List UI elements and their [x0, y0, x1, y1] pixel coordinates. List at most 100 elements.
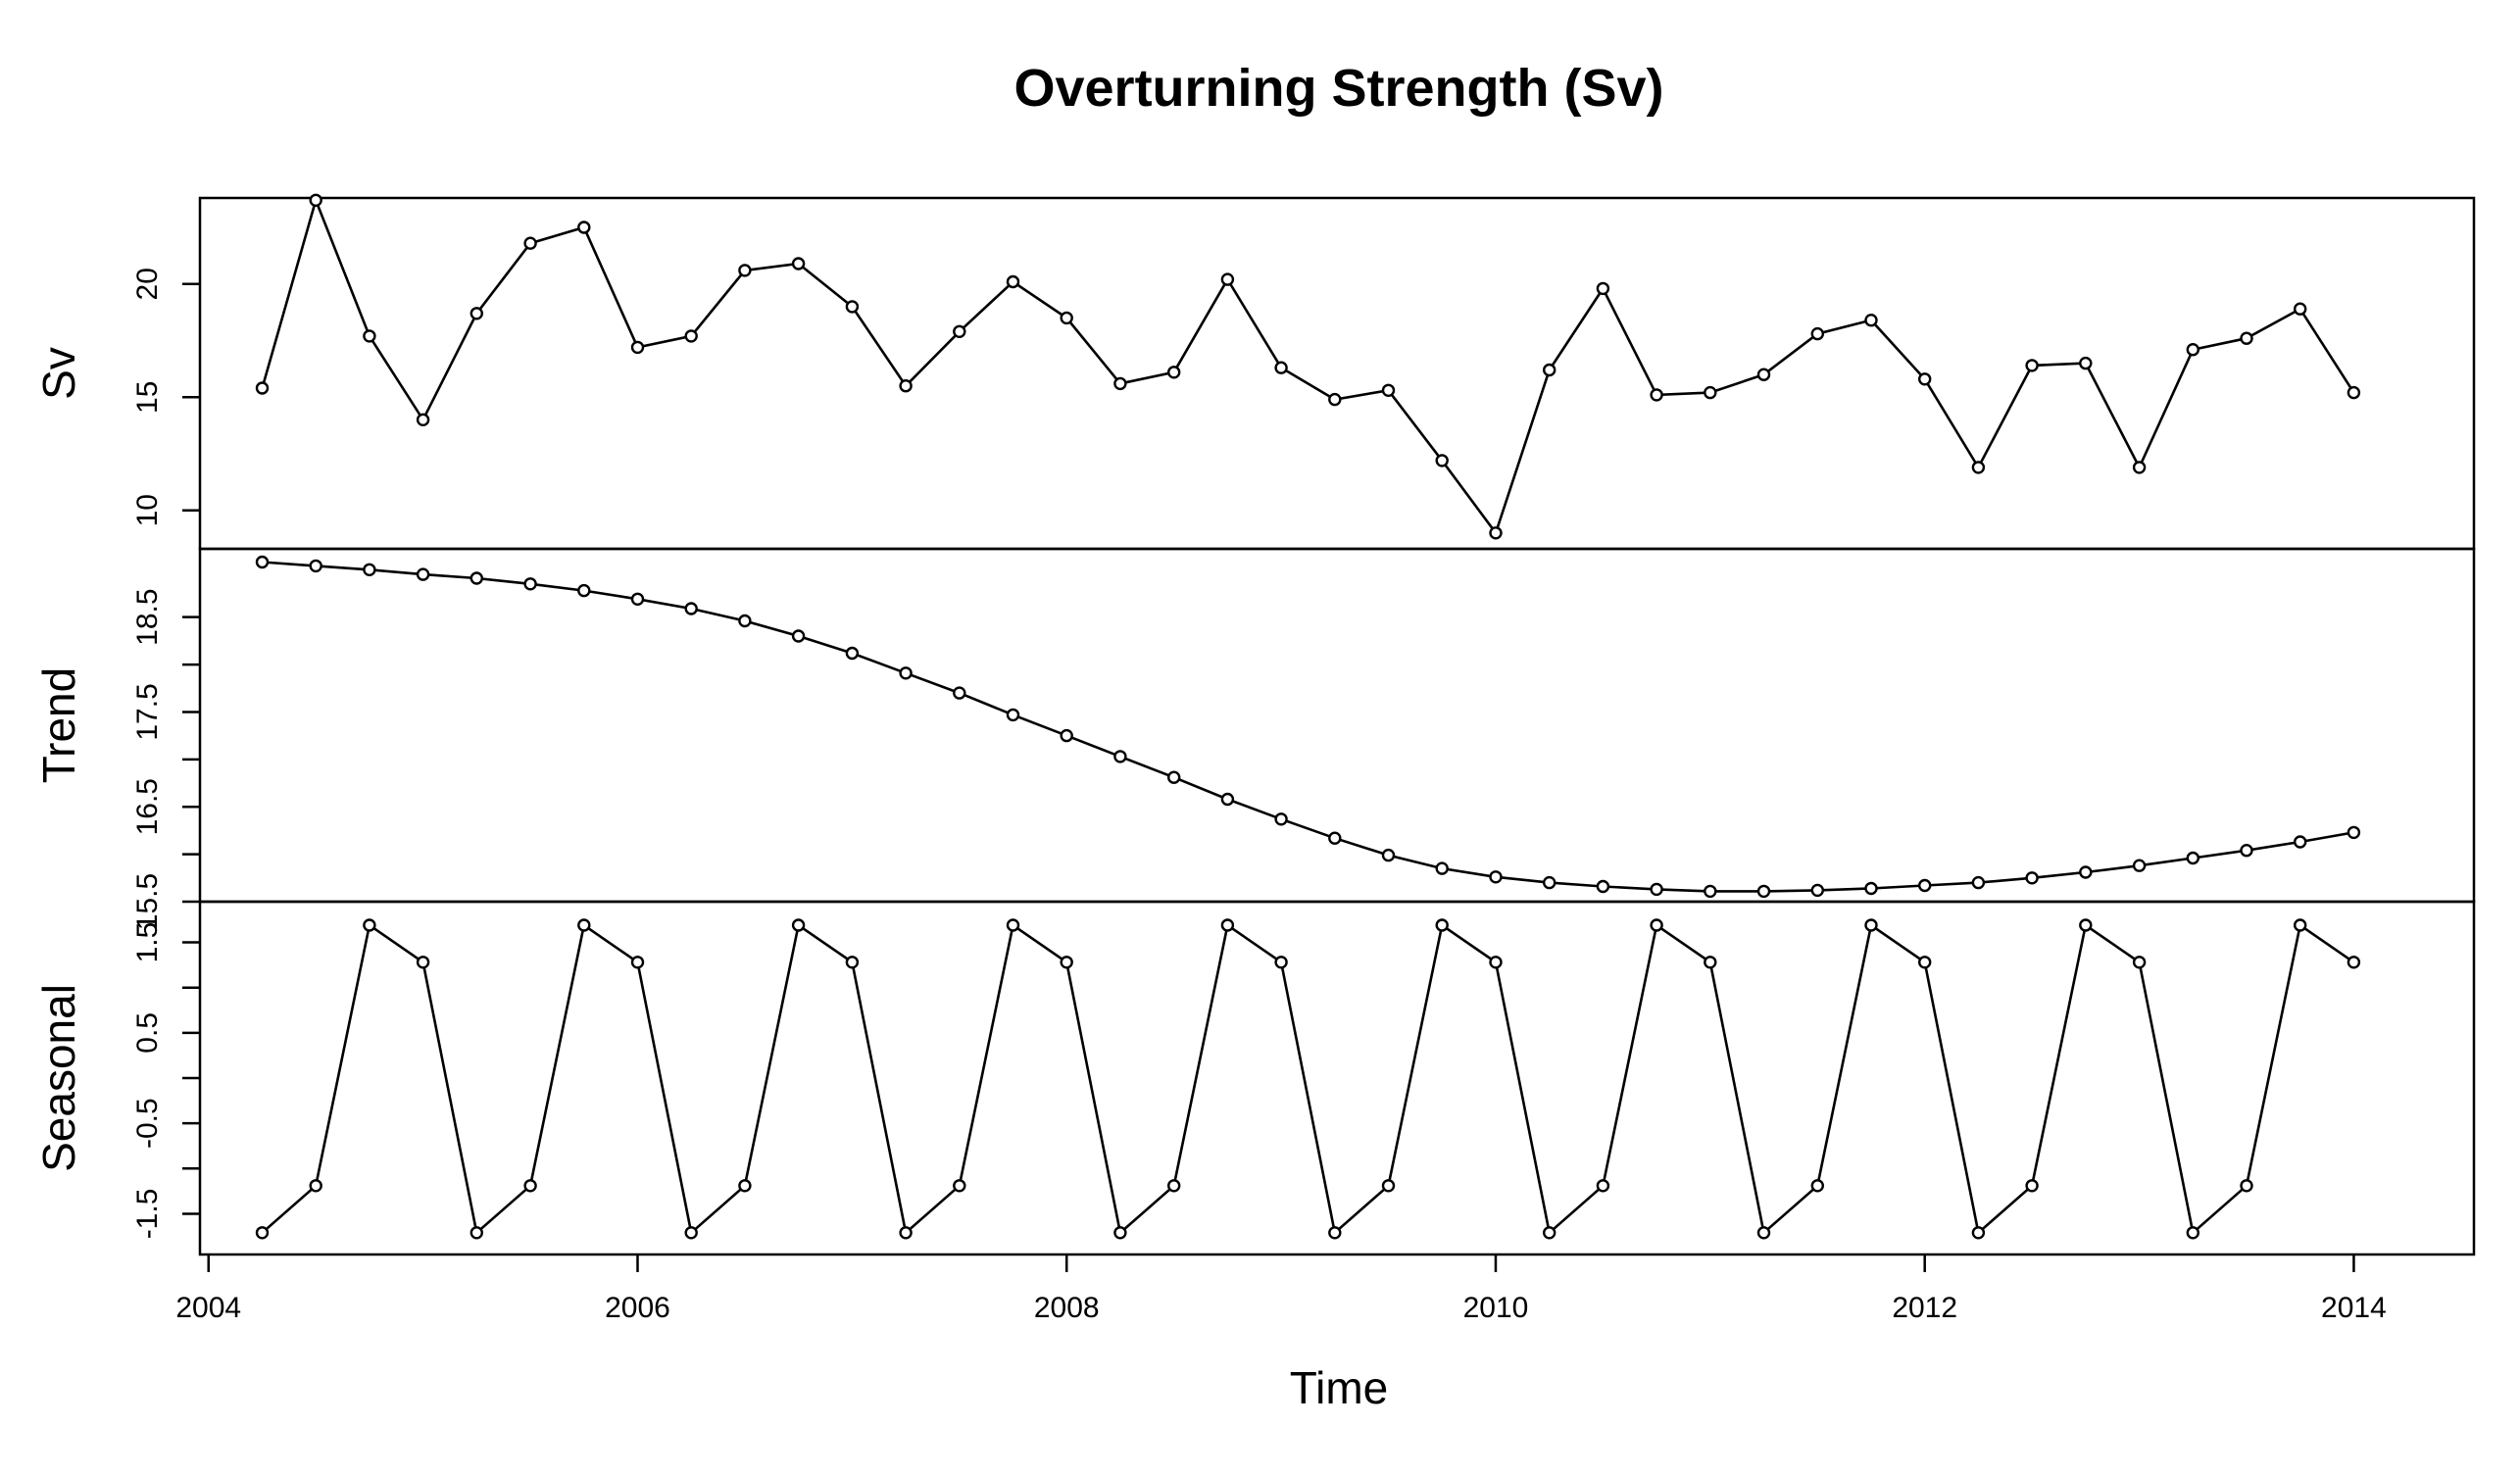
data-point [1756, 884, 1771, 899]
data-point [953, 686, 966, 700]
panel-trend: Trend 15.5 16.5 17.5 18.5 [33, 547, 2476, 930]
data-point [1220, 792, 1235, 807]
y-axis-title: Seasonal [33, 984, 84, 1172]
data-point [791, 257, 806, 270]
data-point [630, 956, 645, 969]
data-point [1596, 281, 1610, 296]
data-point [255, 1226, 270, 1240]
data-point [469, 1226, 483, 1240]
data-point [1113, 750, 1127, 763]
y-tick-label: 20 [131, 268, 164, 300]
data-point [309, 559, 322, 573]
data-point [1864, 918, 1878, 932]
data-point [2293, 918, 2307, 932]
panel-sv: Sv 10 15 20 [33, 193, 2476, 551]
data-point [1542, 875, 1556, 890]
data-point [1220, 918, 1235, 932]
data-point [684, 329, 698, 343]
data-point [1435, 454, 1449, 467]
data-point [1810, 883, 1825, 898]
data-point [1810, 1179, 1825, 1193]
y-tick-label: -1.5 [131, 1189, 164, 1240]
data-point [1650, 882, 1663, 897]
data-point [2240, 1179, 2253, 1193]
data-point [1274, 812, 1288, 826]
data-point [738, 614, 752, 628]
data-point [738, 1179, 752, 1193]
x-tick-label: 2006 [605, 1292, 670, 1324]
data-point [1917, 372, 1932, 386]
data-point [738, 264, 752, 277]
data-point [1971, 875, 1986, 890]
data-point [684, 602, 698, 615]
chart-title: Overturning Strength (Sv) [1013, 59, 1663, 118]
data-point [1166, 1179, 1181, 1193]
data-point [1060, 956, 1073, 969]
data-point [2079, 865, 2093, 879]
data-point [1489, 870, 1503, 884]
data-point [1435, 918, 1449, 932]
x-tick-label: 2010 [1463, 1292, 1529, 1324]
data-point [416, 956, 430, 969]
data-point [1274, 956, 1288, 969]
data-point [1596, 879, 1610, 894]
data-point [2293, 302, 2307, 316]
data-point [416, 567, 430, 581]
y-tick-label: 16.5 [131, 778, 164, 835]
data-point [899, 666, 913, 680]
y-tick-label: -0.5 [131, 1098, 164, 1149]
y-tick-label: 0.5 [131, 1012, 164, 1054]
data-point [1166, 770, 1181, 784]
x-tick-label: 2004 [175, 1292, 241, 1324]
data-point [2025, 871, 2039, 885]
data-point [1864, 314, 1878, 327]
data-point [2132, 461, 2147, 474]
data-point [2293, 835, 2307, 849]
data-point [630, 592, 645, 606]
series-line-sv [261, 196, 2355, 536]
x-axis-title: Time [1290, 1362, 1389, 1413]
data-point [1971, 461, 1986, 474]
data-point [845, 300, 860, 314]
y-tick-label: 10 [131, 494, 164, 526]
data-point [1917, 956, 1932, 969]
data-point [1220, 272, 1235, 286]
data-point [1328, 1226, 1342, 1240]
data-point [523, 236, 537, 250]
data-point [1542, 1226, 1556, 1240]
data-point [953, 1179, 966, 1193]
data-point [2347, 385, 2361, 400]
data-point [1274, 361, 1288, 374]
data-point [1596, 1179, 1610, 1193]
data-point [1650, 918, 1663, 932]
data-point [416, 413, 430, 426]
y-tick-label: 15 [131, 381, 164, 414]
data-point [1113, 376, 1127, 391]
data-point [1864, 881, 1878, 896]
data-point [630, 340, 645, 355]
data-point [899, 379, 913, 393]
y-tick-label: 17.5 [131, 683, 164, 740]
data-point [1006, 708, 1020, 722]
data-point [577, 221, 591, 234]
data-point [845, 646, 860, 661]
data-point [2132, 956, 2147, 969]
data-point [2079, 356, 2093, 370]
data-point [1328, 392, 1342, 407]
data-point [523, 1179, 537, 1193]
data-point [1060, 311, 1073, 325]
data-point [791, 629, 806, 643]
data-point [1756, 368, 1771, 381]
x-tick-label: 2014 [2321, 1292, 2387, 1324]
data-point [1810, 326, 1825, 341]
y-tick-label: 15.5 [131, 873, 164, 930]
data-point [363, 918, 376, 932]
y-axis-title: Trend [33, 667, 84, 783]
panel-frame [198, 196, 2476, 551]
data-point [2186, 343, 2200, 357]
data-point [2132, 859, 2147, 872]
data-point [577, 583, 591, 598]
data-point [953, 324, 966, 338]
